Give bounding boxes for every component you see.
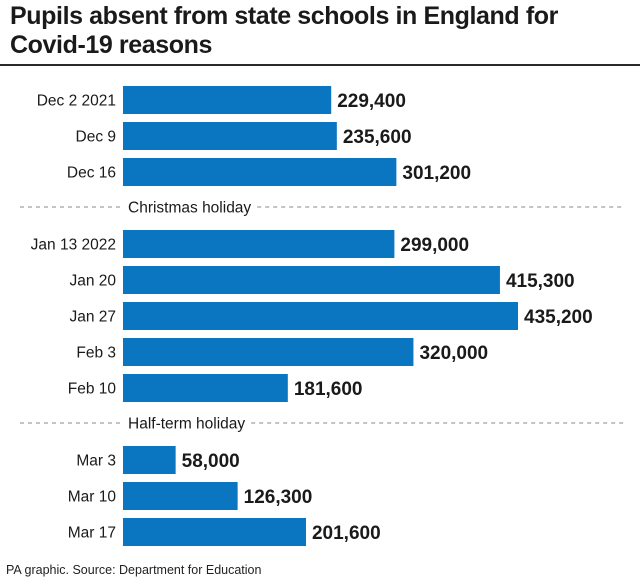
category-label-5: Jan 27 — [69, 309, 116, 326]
category-label-9: Mar 10 — [68, 489, 117, 506]
category-label-1: Dec 9 — [76, 129, 117, 146]
category-label-3: Jan 13 2022 — [31, 237, 116, 254]
category-label-10: Mar 17 — [68, 525, 116, 542]
category-label-8: Mar 3 — [76, 453, 116, 470]
separator-label: Christmas holiday — [128, 200, 251, 217]
source-note: PA graphic. Source: Department for Educa… — [6, 563, 262, 577]
value-label-0: 229,400 — [337, 91, 406, 112]
bar-2 — [123, 158, 397, 186]
value-label-9: 126,300 — [244, 487, 313, 508]
bar-7 — [123, 374, 288, 402]
bar-5 — [123, 302, 518, 330]
bar-10 — [123, 518, 306, 546]
bar-6 — [123, 338, 414, 366]
title-divider — [0, 64, 640, 66]
value-label-6: 320,000 — [419, 343, 488, 364]
value-label-5: 435,200 — [524, 307, 593, 328]
value-label-2: 301,200 — [402, 163, 471, 184]
bar-3 — [123, 230, 395, 258]
bar-0 — [123, 86, 332, 114]
bar-1 — [123, 122, 337, 150]
value-label-1: 235,600 — [343, 127, 412, 148]
value-label-3: 299,000 — [400, 235, 469, 256]
category-label-7: Feb 10 — [68, 381, 117, 398]
chart-title: Pupils absent from state schools in Engl… — [10, 2, 558, 59]
bar-9 — [123, 482, 238, 510]
value-label-10: 201,600 — [312, 523, 381, 544]
value-label-4: 415,300 — [506, 271, 575, 292]
category-label-2: Dec 16 — [67, 165, 116, 182]
bar-4 — [123, 266, 500, 294]
category-label-4: Jan 20 — [69, 273, 116, 290]
bar-8 — [123, 446, 176, 474]
value-label-8: 58,000 — [182, 451, 240, 472]
separator-label: Half-term holiday — [128, 416, 245, 433]
category-label-6: Feb 3 — [76, 345, 116, 362]
category-label-0: Dec 2 2021 — [37, 93, 116, 110]
value-label-7: 181,600 — [294, 379, 363, 400]
